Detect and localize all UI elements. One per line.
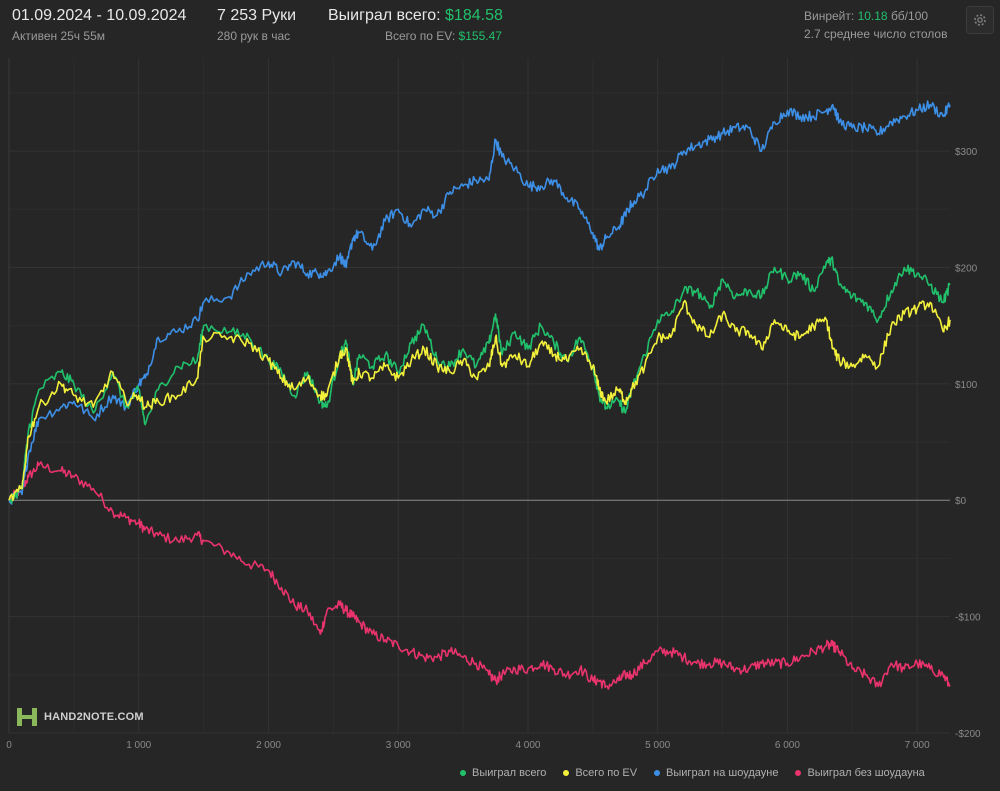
x-tick-label: 5 000 (645, 740, 670, 751)
ev-value: $155.47 (458, 29, 502, 43)
legend: Выиграл всего Всего по EV Выиграл на шоу… (460, 767, 925, 779)
h2n-logo-icon (17, 708, 37, 726)
legend-item-non-showdown[interactable]: Выиграл без шоудауна (795, 767, 925, 779)
legend-label: Выиграл всего (472, 767, 547, 779)
y-tick-label: -$200 (955, 729, 981, 740)
legend-item-showdown[interactable]: Выиграл на шоудауне (654, 767, 778, 779)
winrate-unit: бб/100 (890, 9, 929, 23)
hands-count: 7 253 Руки (217, 7, 297, 24)
y-tick-label: $0 (955, 496, 967, 507)
hands-per-hour: 280 рук в час (217, 29, 291, 43)
date-range: 01.09.2024 - 10.09.2024 (12, 7, 187, 24)
y-tick-label: $300 (955, 147, 978, 158)
series-line (8, 461, 951, 690)
legend-item-total[interactable]: Выиграл всего (460, 767, 546, 779)
won-value: $184.58 (445, 7, 503, 24)
y-tick-label: $100 (955, 380, 978, 391)
legend-label: Выиграл на шоудауне (666, 767, 779, 779)
series-line (8, 100, 951, 505)
series-line (8, 299, 951, 502)
legend-label: Выиграл без шоудауна (807, 767, 925, 779)
x-tick-label: 3 000 (386, 740, 411, 751)
x-axis-ticks: 0 1 000 2 000 3 000 4 000 5 000 6 000 7 000 (6, 740, 930, 751)
winrate: Винрейт: 10.18 бб/100 (804, 9, 928, 23)
legend-item-ev[interactable]: Всего по EV (563, 767, 637, 779)
y-tick-label: $200 (955, 263, 978, 274)
won-total: Выиграл всего: $184.58 (328, 7, 503, 25)
x-tick-label: 4 000 (515, 740, 540, 751)
series-line (8, 256, 951, 504)
legend-dot (563, 770, 570, 776)
legend-label: Всего по EV (575, 767, 638, 779)
x-tick-label: 0 (6, 740, 12, 751)
legend-dot (460, 770, 466, 776)
logo-text: HAND2NOTE.COM (44, 711, 144, 723)
won-label: Выиграл всего: (328, 7, 441, 24)
x-tick-label: 1 000 (126, 740, 151, 751)
chart-series (8, 100, 951, 690)
avg-tables: 2.7 среднее число столов (804, 27, 948, 41)
x-tick-label: 2 000 (256, 740, 281, 751)
settings-button[interactable] (966, 6, 994, 34)
logo: HAND2NOTE.COM (16, 707, 144, 727)
ev-total: Всего по EV: $155.47 (385, 29, 502, 43)
x-tick-label: 6 000 (775, 740, 800, 751)
legend-dot (795, 770, 802, 776)
y-axis-ticks: $300 $200 $100 $0 -$100 -$200 (955, 147, 981, 740)
x-tick-label: 7 000 (905, 740, 930, 751)
winrate-label: Винрейт: (804, 9, 855, 23)
ev-label: Всего по EV: (385, 29, 456, 43)
legend-dot (654, 770, 661, 776)
active-time: Активен 25ч 55м (12, 29, 105, 43)
y-tick-label: -$100 (955, 613, 981, 624)
chart-grid (8, 58, 950, 734)
gear-icon (974, 14, 986, 26)
winrate-value: 10.18 (857, 9, 888, 23)
